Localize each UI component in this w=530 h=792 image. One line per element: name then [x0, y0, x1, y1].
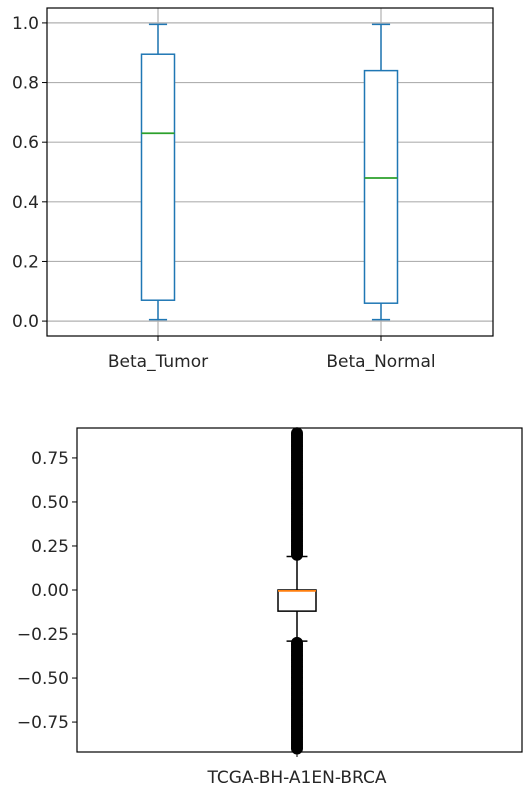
x-tick-label: TCGA-BH-A1EN-BRCA: [207, 768, 387, 788]
y-tick-label: 0.8: [12, 74, 39, 94]
plot-area: [47, 8, 493, 336]
chart-2: −0.75 −0.50 −0.25 0.00 0.25 0.50 0.75 TCGA-BH-A…: [17, 427, 523, 788]
y-tick-label: −0.25: [17, 625, 69, 645]
chart-1: 0.0 0.2 0.4 0.6 0.8 1.0 Beta_Tumor Beta_Normal: [12, 7, 494, 372]
x-tick-label: Beta_Tumor: [108, 352, 208, 372]
y-tick-label: 1.0: [12, 14, 39, 34]
y-tick-label: 0.00: [31, 581, 69, 601]
box-body: [140, 53, 176, 301]
y-tick-label: −0.50: [17, 669, 69, 689]
box-Beta_Tumor: [140, 23, 176, 321]
plot-frame: [46, 7, 494, 337]
y-tick-label: 0.6: [12, 133, 39, 153]
y-tick-label: 0.0: [12, 312, 39, 332]
box-body: [277, 589, 317, 612]
y-tick-label: 0.4: [12, 193, 39, 213]
y-tick-label: 0.25: [31, 537, 69, 557]
y-tick-label: 0.75: [31, 449, 69, 469]
box-TCGA-BH-A1EN-BRCA: [277, 427, 317, 755]
y-tick-label: 0.50: [31, 493, 69, 513]
outlier-point: [291, 427, 303, 440]
y-tick-label: 0.2: [12, 252, 39, 272]
box-body: [363, 69, 399, 304]
x-tick-label: Beta_Normal: [326, 352, 435, 372]
box-Beta_Normal: [363, 23, 399, 321]
plot-frame: [76, 427, 523, 753]
y-tick-label: −0.75: [17, 713, 69, 733]
